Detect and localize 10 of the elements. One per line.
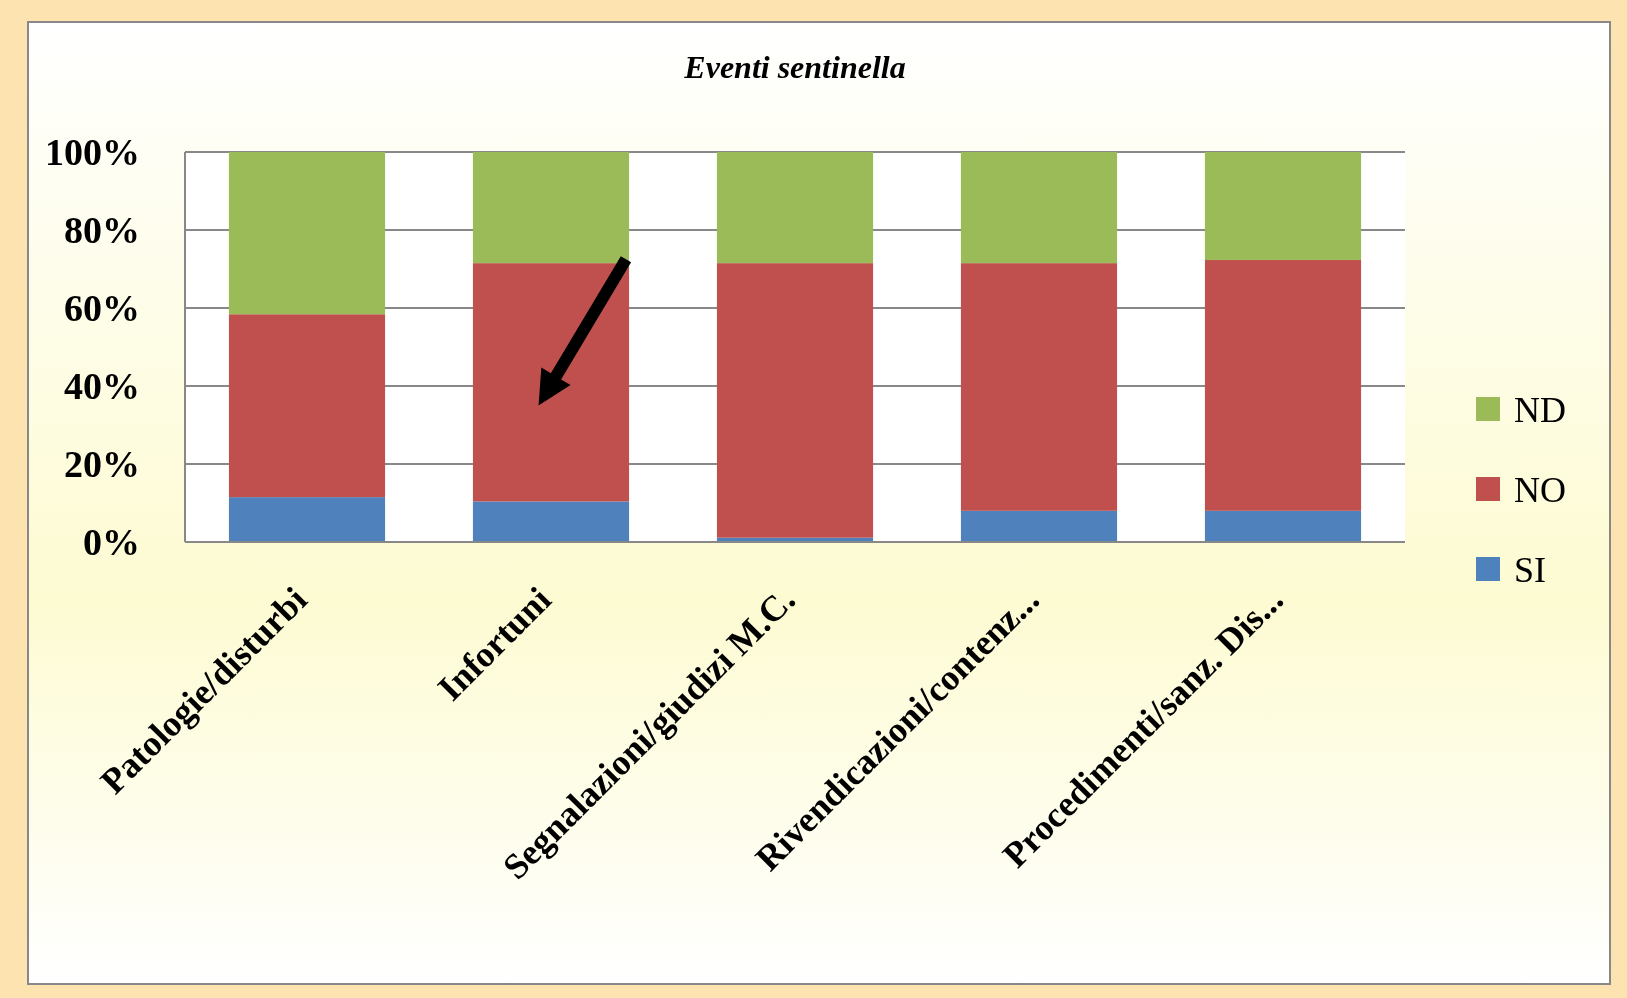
legend-label: NO — [1514, 469, 1566, 510]
y-tick-label: 0% — [83, 521, 140, 564]
y-tick-label: 40% — [64, 365, 140, 408]
y-tick-label: 20% — [64, 443, 140, 486]
y-tick-label: 60% — [64, 287, 140, 330]
legend-label: SI — [1514, 549, 1547, 590]
y-tick-label: 100% — [45, 131, 140, 174]
legend-label: ND — [1514, 389, 1566, 430]
y-tick-label: 80% — [64, 209, 140, 252]
chart-title: Eventi sentinella — [683, 49, 906, 85]
